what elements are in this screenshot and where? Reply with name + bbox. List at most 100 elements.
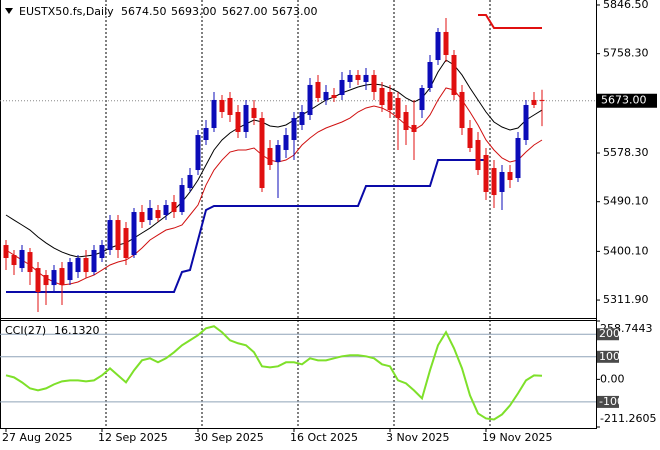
candle-body (435, 31, 441, 61)
candle-body (235, 112, 241, 132)
candle-body (499, 172, 505, 192)
candle-body (339, 79, 345, 96)
candle-body (299, 112, 305, 125)
candle-body (99, 245, 105, 259)
price-tag (597, 93, 657, 108)
x-tick-label: 30 Sep 2025 (194, 431, 264, 444)
candle-body (219, 99, 225, 113)
candle-body (491, 168, 497, 196)
candle-body (259, 118, 265, 189)
candle-body (227, 97, 233, 115)
level-tag (597, 395, 619, 408)
ohlc-value: 5627.00 (222, 5, 268, 18)
y-tick-label: 200 (599, 327, 620, 340)
y-tick-label: 5578.30 (603, 146, 649, 159)
ohlc-value: 5693.00 (171, 5, 217, 18)
candle-body (195, 135, 201, 171)
candle-body (363, 74, 369, 82)
candle-body (539, 99, 545, 101)
candle-body (395, 97, 401, 119)
candle-body (515, 138, 521, 179)
level-tag (597, 350, 619, 363)
candle-body (115, 220, 121, 250)
candle-body (11, 255, 17, 266)
candle-body (83, 258, 89, 273)
x-tick-label: 19 Nov 2025 (482, 431, 552, 444)
candle-body (91, 249, 97, 273)
candle-body (531, 99, 537, 105)
candle-body (243, 104, 249, 132)
y-tick-label: 5311.90 (603, 293, 649, 306)
cci-line (5, 325, 543, 421)
price-tag-label: 5673.00 (601, 94, 647, 107)
y-tick-label: -211.2605 (600, 412, 656, 425)
candle-body (323, 91, 329, 100)
candle-body (51, 270, 57, 286)
indicator-title: CCI(27) (5, 324, 46, 337)
indicator-line (6, 159, 486, 293)
candle-body (459, 91, 465, 129)
y-tick-label: 5758.30 (603, 47, 649, 60)
menu-triangle[interactable] (5, 8, 13, 14)
y-tick-label: -100 (599, 395, 624, 408)
candle-body (411, 124, 417, 132)
candle-body (155, 210, 161, 219)
indicator-value: 16.1320 (54, 324, 100, 337)
x-tick-label: 12 Sep 2025 (98, 431, 168, 444)
ohlc-value: 5673.00 (272, 5, 318, 18)
candle-body (331, 95, 337, 98)
candle-body (203, 128, 209, 140)
candle-body (443, 31, 449, 55)
candle-body (523, 104, 529, 140)
candle-body (355, 74, 361, 80)
x-tick-label: 27 Aug 2025 (2, 431, 72, 444)
x-tick-label: 16 Oct 2025 (290, 431, 358, 444)
candle-body (19, 249, 25, 269)
candle-body (187, 174, 193, 189)
candle-body (3, 245, 9, 259)
candle-body (147, 207, 153, 221)
candle-body (123, 228, 129, 259)
x-tick-label: 3 Nov 2025 (386, 431, 449, 444)
y-tick-label: 5400.10 (603, 244, 649, 257)
candle-body (107, 220, 113, 250)
candle-body (59, 268, 65, 286)
candle-body (379, 87, 385, 105)
level-tag (597, 328, 619, 341)
candle-body (35, 268, 41, 293)
candle-body (179, 185, 185, 213)
candle-body (291, 118, 297, 140)
candle-body (43, 275, 49, 286)
candle-body (371, 74, 377, 92)
candle-body (139, 212, 145, 223)
candle-body (27, 252, 33, 273)
candle-body (275, 145, 281, 163)
candle-body (475, 139, 481, 171)
candle-body (283, 135, 289, 150)
candle-body (211, 99, 217, 129)
candle-body (419, 87, 425, 111)
candle-body (267, 147, 273, 165)
candle-body (67, 262, 73, 281)
candle-body (251, 107, 257, 119)
candle-body (403, 112, 409, 131)
candle-body (171, 202, 177, 213)
candle-body (131, 212, 137, 256)
candle-body (427, 61, 433, 88)
candle-body (467, 128, 473, 148)
candle-body (387, 91, 393, 111)
candle-body (315, 81, 321, 98)
candle-body (163, 205, 169, 216)
candle-body (507, 172, 513, 181)
y-tick-label: 100 (599, 350, 620, 363)
ohlc-value: 5674.50 (121, 5, 167, 18)
y-tick-label: 5490.10 (603, 195, 649, 208)
y-tick-label: 0.00 (600, 372, 625, 385)
candle-body (483, 155, 489, 192)
candle-body (451, 54, 457, 96)
indicator-line (478, 13, 542, 29)
symbol-title: EUSTX50.fs,Daily (19, 5, 114, 18)
